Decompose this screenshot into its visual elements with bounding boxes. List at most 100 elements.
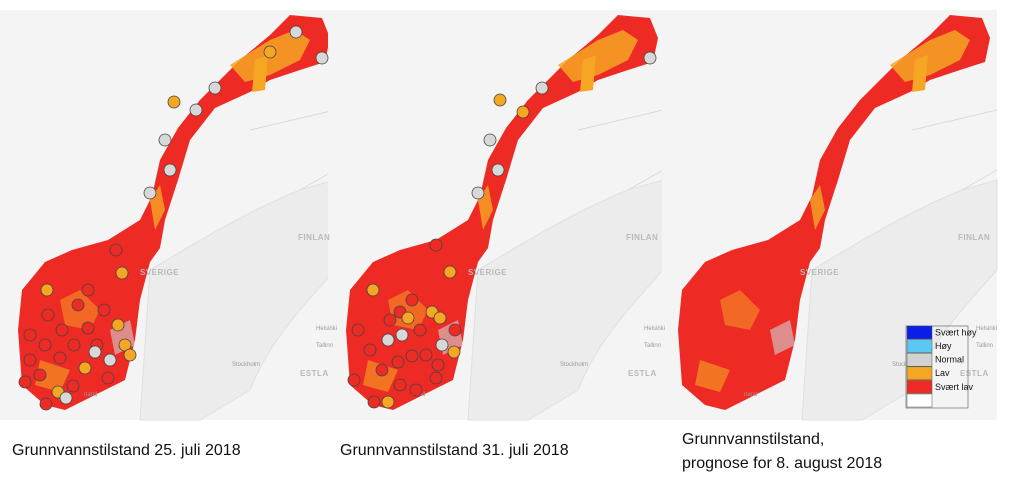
- caption: Grunnvannstilstand,: [682, 431, 824, 448]
- station: [395, 328, 409, 342]
- station: [289, 25, 303, 39]
- station: [535, 81, 549, 95]
- map-label: ESTLA: [300, 369, 329, 378]
- station: [158, 133, 172, 147]
- station: [483, 133, 497, 147]
- station: [375, 363, 389, 377]
- station: [431, 358, 445, 372]
- station: [435, 338, 449, 352]
- station: [55, 323, 69, 337]
- station: [363, 343, 377, 357]
- station: [367, 395, 381, 409]
- map-label: Tallinn: [644, 343, 661, 349]
- caption: Grunnvannstilstand 25. juli 2018: [12, 442, 241, 459]
- map-label: Helsinki: [976, 326, 997, 332]
- station: [118, 338, 132, 352]
- station: [448, 323, 462, 337]
- labels: SVERIGE FINLAN Helsinki Tallinn Stockholm EST…: [12, 233, 997, 472]
- map-label: Stockholm: [560, 362, 588, 368]
- legend-label: Lav: [935, 368, 950, 378]
- station: [163, 163, 177, 177]
- station: [109, 243, 123, 257]
- legend-label: Høy: [935, 341, 952, 351]
- station: [66, 379, 80, 393]
- station: [405, 293, 419, 307]
- station: [78, 361, 92, 375]
- station: [189, 103, 203, 117]
- station: [23, 328, 37, 342]
- station: [88, 345, 102, 359]
- station: [53, 351, 67, 365]
- station: [115, 266, 129, 280]
- station: [405, 349, 419, 363]
- station: [18, 375, 32, 389]
- station: [41, 308, 55, 322]
- map-label: SVERIGE: [468, 268, 507, 277]
- station: [429, 371, 443, 385]
- caption: Grunnvannstilstand 31. juli 2018: [340, 442, 569, 459]
- legend-label: Svært høy: [935, 327, 977, 337]
- legend-label: Normal: [935, 355, 964, 365]
- map-label: ESTLA: [960, 369, 989, 378]
- station: [67, 338, 81, 352]
- legend-swatch: [906, 325, 933, 340]
- station: [111, 318, 125, 332]
- legend: Svært høy Høy Normal Lav Svært lav: [905, 325, 977, 409]
- station: [33, 368, 47, 382]
- map-label: rland: [84, 392, 97, 398]
- station: [471, 186, 485, 200]
- map-label: Tallinn: [976, 343, 993, 349]
- legend-swatch: [906, 393, 933, 408]
- panel-2-map: [327, 9, 664, 421]
- map-label: FINLAN: [298, 233, 330, 242]
- legend-label: Svært lav: [935, 382, 974, 392]
- station: [393, 378, 407, 392]
- station: [433, 311, 447, 325]
- station: [59, 391, 73, 405]
- map-label: SVERIGE: [800, 268, 839, 277]
- legend-swatch: [906, 352, 933, 367]
- station: [491, 163, 505, 177]
- station: [381, 333, 395, 347]
- station: [413, 323, 427, 337]
- map-label: FINLAN: [958, 233, 990, 242]
- station: [208, 81, 222, 95]
- station: [38, 338, 52, 352]
- station: [391, 355, 405, 369]
- map-label: Helsinki: [644, 326, 665, 332]
- station: [351, 323, 365, 337]
- station: [103, 353, 117, 367]
- station: [401, 311, 415, 325]
- station: [447, 345, 461, 359]
- station: [23, 353, 37, 367]
- station: [347, 373, 361, 387]
- map-label: rland: [744, 392, 757, 398]
- station: [409, 383, 423, 397]
- map-label: SVERIGE: [140, 268, 179, 277]
- station: [516, 105, 530, 119]
- station: [381, 395, 395, 409]
- station: [123, 348, 137, 362]
- legend-swatch: [906, 366, 933, 381]
- caption: prognose for 8. august 2018: [682, 455, 882, 472]
- station: [81, 321, 95, 335]
- station: [419, 348, 433, 362]
- station: [143, 186, 157, 200]
- map-label: FINLAN: [626, 233, 658, 242]
- station: [315, 51, 329, 65]
- station: [443, 265, 457, 279]
- station: [493, 93, 507, 107]
- map-label: Helsinki: [316, 326, 337, 332]
- station: [39, 397, 53, 411]
- station: [366, 283, 380, 297]
- legend-frame: [905, 325, 969, 409]
- station: [81, 283, 95, 297]
- station: [383, 313, 397, 327]
- station: [263, 45, 277, 59]
- station: [429, 238, 443, 252]
- station: [101, 371, 115, 385]
- station: [71, 298, 85, 312]
- map-label: ESTLA: [628, 369, 657, 378]
